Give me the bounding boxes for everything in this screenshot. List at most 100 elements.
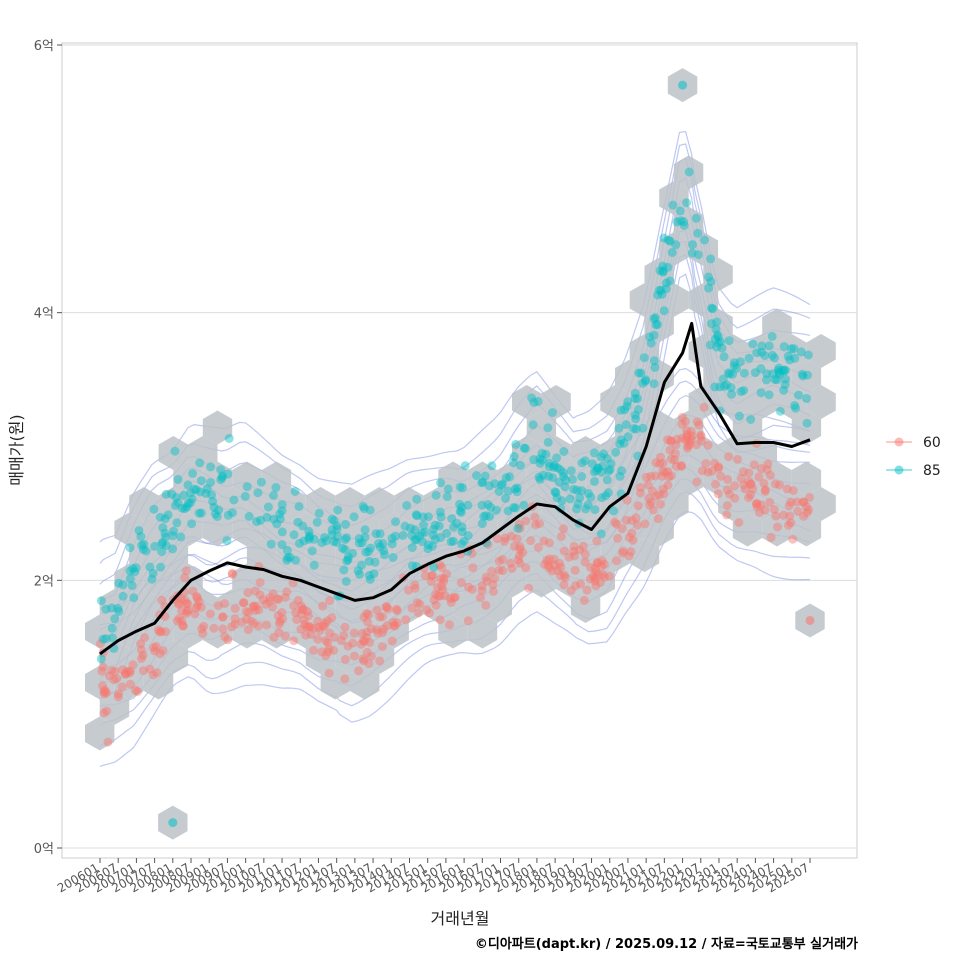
point-85: [210, 509, 220, 519]
point-60: [387, 636, 397, 646]
point-85: [561, 475, 571, 485]
point-60: [762, 465, 772, 475]
density-contour: [99, 510, 811, 767]
point-60: [569, 546, 579, 556]
point-60: [663, 480, 673, 490]
point-60: [209, 623, 219, 633]
point-85: [631, 414, 641, 424]
point-60: [427, 571, 437, 581]
point-85: [172, 518, 182, 528]
point-85: [423, 544, 433, 554]
point-85: [577, 472, 587, 481]
point-85: [354, 534, 364, 543]
point-60: [321, 636, 331, 645]
point-85: [98, 634, 108, 644]
point-85: [602, 475, 612, 485]
point-85: [275, 514, 285, 524]
point-85: [375, 529, 385, 539]
hexbin-cell: [143, 665, 174, 700]
point-60: [666, 436, 676, 446]
point-85: [646, 338, 656, 348]
point-85: [704, 283, 714, 293]
point-60: [611, 519, 621, 529]
point-60: [752, 498, 761, 508]
point-85: [365, 574, 375, 584]
point-85: [456, 507, 466, 517]
point-60: [218, 612, 228, 622]
point-85: [718, 374, 728, 384]
point-85: [216, 465, 226, 475]
point-85: [321, 536, 331, 546]
point-60: [576, 579, 585, 589]
point-60: [510, 541, 519, 551]
point-60: [174, 599, 184, 609]
point-60: [297, 601, 306, 611]
point-60: [591, 581, 601, 591]
point-60: [513, 555, 523, 565]
point-60: [722, 510, 732, 520]
point-60: [98, 681, 108, 691]
point-60: [799, 497, 809, 507]
hexbin-cell: [379, 512, 409, 547]
point-60: [711, 479, 720, 489]
point-60: [278, 614, 288, 624]
point-85: [463, 500, 473, 510]
point-85: [780, 380, 790, 390]
hexbin-cell: [615, 410, 645, 445]
point-60: [317, 621, 327, 631]
point-85: [177, 503, 187, 513]
hexbin-cell: [379, 614, 409, 649]
point-85: [269, 514, 279, 524]
point-85: [767, 350, 777, 360]
point-60: [298, 604, 308, 614]
point-85: [332, 521, 342, 531]
point-85: [406, 523, 415, 533]
point-60: [181, 599, 191, 609]
point-85: [341, 519, 350, 529]
hexbin-cell: [777, 385, 807, 419]
point-85: [185, 498, 195, 508]
point-85: [519, 443, 529, 453]
point-60: [785, 511, 795, 521]
point-60: [299, 615, 309, 625]
point-60: [723, 475, 733, 484]
point-85: [252, 517, 262, 527]
point-85: [744, 353, 754, 363]
point-85: [170, 446, 180, 456]
hexbin-cell: [629, 487, 660, 521]
point-85: [583, 500, 593, 510]
hexbin-cell: [732, 410, 763, 445]
point-60: [754, 472, 764, 482]
hexbin-cell: [261, 461, 292, 496]
point-60: [98, 662, 108, 672]
point-60: [521, 563, 531, 573]
point-85: [713, 332, 723, 342]
point-60: [468, 563, 478, 573]
point-85: [650, 362, 660, 372]
point-60: [292, 615, 302, 624]
point-85: [147, 574, 157, 584]
point-85: [314, 508, 324, 518]
point-60: [685, 439, 695, 449]
point-85: [772, 375, 782, 385]
point-60: [155, 649, 165, 659]
point-60: [597, 561, 607, 571]
point-60: [172, 616, 182, 626]
hexbin-cell: [173, 461, 203, 496]
point-85: [581, 504, 591, 514]
point-85: [242, 482, 252, 492]
point-85: [629, 424, 639, 434]
point-60: [618, 546, 628, 556]
point-60: [433, 582, 442, 592]
point-85: [572, 485, 582, 495]
point-85: [304, 534, 314, 544]
point-85: [719, 381, 729, 391]
point-60: [710, 458, 720, 468]
point-85: [447, 514, 457, 524]
point-60: [694, 420, 704, 430]
point-85: [760, 351, 770, 361]
point-60: [773, 522, 782, 532]
point-85: [349, 512, 359, 522]
point-60: [308, 645, 318, 655]
point-60: [782, 484, 792, 494]
